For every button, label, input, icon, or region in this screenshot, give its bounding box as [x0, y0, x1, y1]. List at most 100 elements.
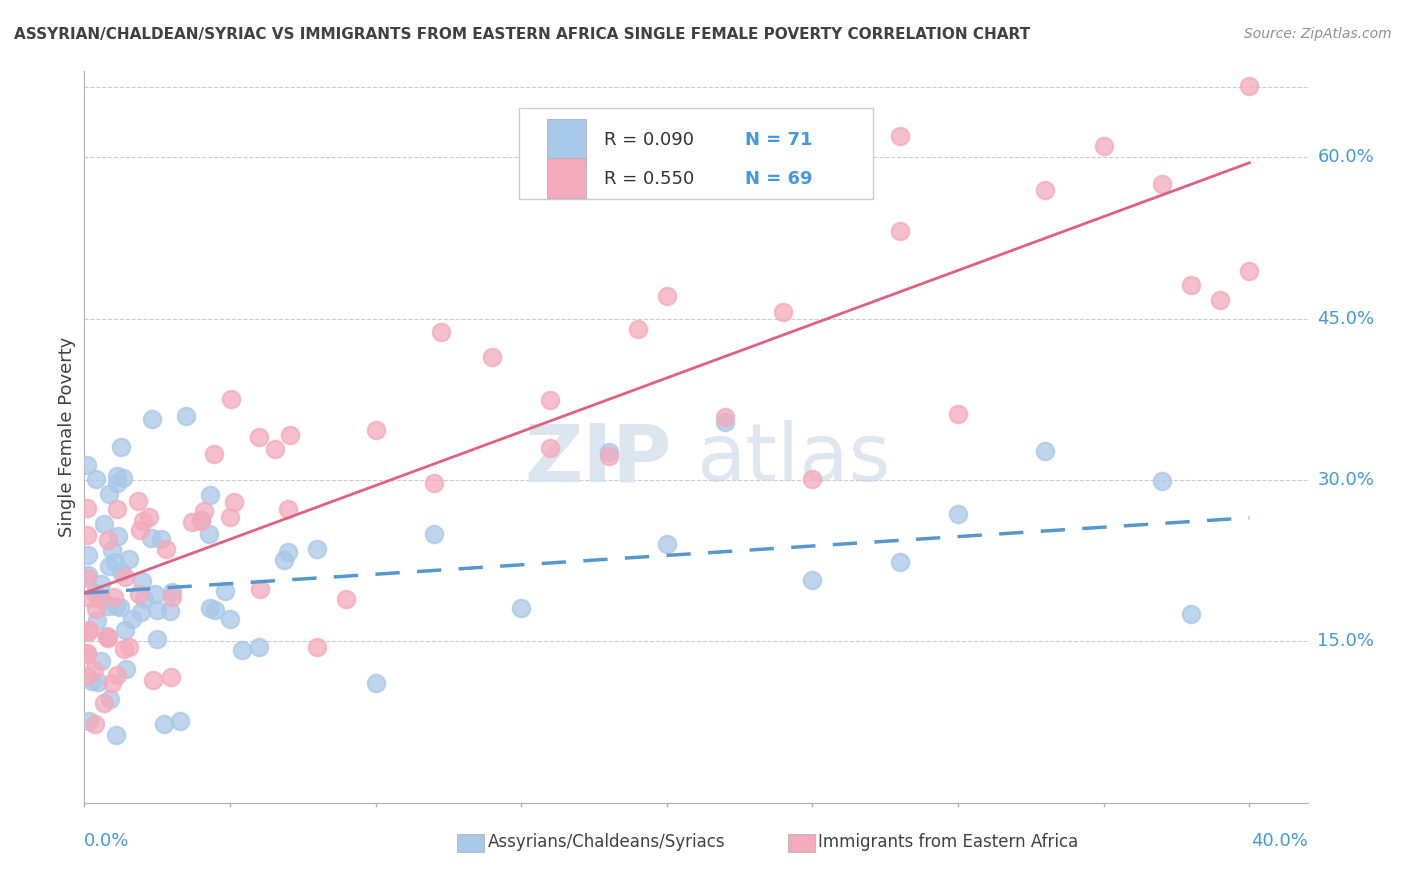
Point	[155, 541, 177, 556]
Point	[129, 605, 152, 619]
Point	[80, 674, 103, 689]
Point	[627, 322, 650, 336]
Point	[1239, 79, 1261, 94]
Point	[714, 410, 737, 425]
Point	[118, 552, 141, 566]
Point	[159, 604, 181, 618]
Point	[93, 517, 115, 532]
Point	[193, 504, 215, 518]
Point	[77, 623, 100, 637]
Point	[197, 527, 219, 541]
Point	[76, 528, 98, 542]
Point	[214, 584, 236, 599]
Point	[801, 472, 824, 486]
Point	[169, 714, 191, 728]
Point	[77, 568, 100, 582]
Point	[105, 468, 128, 483]
Point	[83, 663, 105, 677]
Point	[76, 501, 98, 516]
Text: 60.0%: 60.0%	[1317, 148, 1374, 167]
Point	[190, 513, 212, 527]
Point	[114, 623, 136, 637]
Point	[121, 612, 143, 626]
Point	[160, 670, 183, 684]
Point	[90, 655, 112, 669]
Point	[801, 574, 824, 588]
Point	[219, 392, 242, 406]
Point	[97, 487, 120, 501]
Point	[127, 494, 149, 508]
Point	[83, 586, 105, 600]
Point	[481, 350, 503, 364]
Point	[96, 629, 118, 643]
Point	[97, 533, 120, 548]
Point	[105, 667, 128, 681]
Point	[108, 599, 131, 614]
Point	[1150, 474, 1173, 488]
Point	[152, 716, 174, 731]
Point	[231, 643, 253, 657]
Point	[1180, 278, 1202, 293]
Point	[118, 640, 141, 654]
Point	[277, 502, 299, 516]
Point	[198, 600, 221, 615]
Point	[114, 570, 136, 584]
Point	[77, 548, 100, 562]
Point	[115, 662, 138, 676]
Point	[598, 449, 620, 463]
Point	[76, 647, 98, 661]
Point	[76, 571, 98, 585]
Point	[1035, 183, 1057, 197]
Point	[510, 600, 533, 615]
Point	[86, 472, 108, 486]
Text: N = 71: N = 71	[745, 131, 813, 149]
Text: R = 0.550: R = 0.550	[605, 169, 695, 187]
Point	[132, 592, 155, 607]
Point	[1150, 177, 1173, 191]
FancyBboxPatch shape	[519, 108, 873, 200]
Point	[129, 523, 152, 537]
Point	[138, 509, 160, 524]
Point	[278, 428, 301, 442]
Point	[150, 532, 173, 546]
Point	[200, 488, 222, 502]
Point	[76, 647, 98, 661]
Point	[219, 612, 242, 626]
Text: 0.0%: 0.0%	[84, 832, 129, 850]
Text: Immigrants from Eastern Africa: Immigrants from Eastern Africa	[818, 832, 1078, 851]
Point	[143, 587, 166, 601]
Point	[160, 584, 183, 599]
Point	[141, 412, 163, 426]
Text: 40.0%: 40.0%	[1251, 832, 1308, 850]
Point	[946, 407, 969, 421]
Text: atlas: atlas	[696, 420, 890, 498]
Point	[76, 624, 98, 639]
Point	[204, 603, 226, 617]
Point	[538, 393, 561, 408]
Point	[139, 532, 162, 546]
Point	[364, 676, 387, 690]
Point	[307, 640, 329, 654]
Point	[247, 430, 270, 444]
Point	[1092, 139, 1115, 153]
Point	[714, 415, 737, 429]
Point	[86, 613, 108, 627]
Bar	[457, 833, 484, 852]
Point	[1035, 444, 1057, 458]
Point	[90, 577, 112, 591]
Point	[103, 590, 125, 604]
Point	[655, 289, 678, 303]
Point	[131, 574, 153, 588]
Text: R = 0.090: R = 0.090	[605, 131, 695, 149]
Point	[97, 599, 120, 613]
Point	[97, 559, 120, 574]
Point	[76, 669, 98, 683]
Point	[364, 424, 387, 438]
Bar	[547, 120, 586, 160]
Point	[224, 495, 246, 509]
Point	[112, 471, 135, 485]
Point	[107, 528, 129, 542]
Point	[1209, 293, 1232, 308]
Point	[180, 516, 202, 530]
Point	[174, 409, 197, 424]
